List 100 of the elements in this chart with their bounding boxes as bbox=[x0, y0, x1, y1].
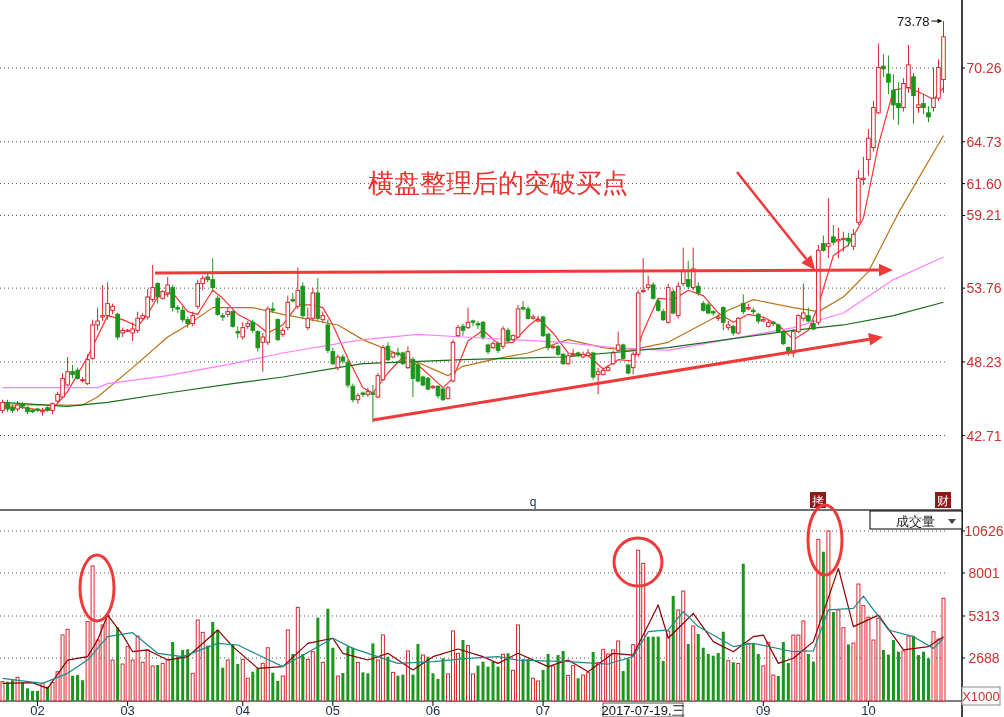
bar bbox=[116, 627, 120, 701]
bar bbox=[461, 640, 465, 701]
bar bbox=[531, 677, 536, 702]
bar bbox=[335, 675, 340, 702]
bar bbox=[541, 669, 545, 701]
bar bbox=[276, 681, 280, 701]
bar bbox=[386, 656, 390, 701]
y-tick-label: 5313 bbox=[968, 607, 1000, 624]
bar bbox=[351, 647, 355, 701]
bar bbox=[921, 651, 925, 701]
bar bbox=[441, 658, 445, 701]
bar bbox=[886, 654, 890, 701]
bar bbox=[651, 636, 655, 701]
bar bbox=[11, 680, 15, 701]
bar bbox=[561, 650, 565, 701]
annotation: 成交量 bbox=[895, 514, 935, 529]
bar bbox=[646, 636, 650, 701]
bar bbox=[486, 666, 490, 701]
bar bbox=[265, 647, 270, 702]
bar bbox=[156, 665, 160, 701]
bar bbox=[291, 653, 295, 701]
bar bbox=[251, 671, 255, 701]
x-tick-label: 09 bbox=[756, 703, 771, 717]
bar bbox=[271, 672, 275, 701]
bar bbox=[236, 664, 240, 701]
bar bbox=[896, 651, 900, 701]
bar bbox=[346, 646, 350, 701]
line-series bbox=[1, 256, 945, 389]
bar bbox=[310, 651, 315, 702]
bar bbox=[6, 681, 10, 701]
bar bbox=[701, 647, 705, 701]
bar bbox=[320, 661, 325, 702]
bar bbox=[556, 655, 560, 701]
bar bbox=[521, 659, 525, 701]
bar bbox=[390, 671, 395, 702]
bar bbox=[26, 688, 30, 701]
bar bbox=[786, 663, 790, 701]
annotation: 73.78 bbox=[896, 14, 930, 30]
bar bbox=[426, 656, 430, 701]
bar bbox=[206, 645, 210, 701]
bar bbox=[405, 650, 410, 702]
bar bbox=[225, 659, 230, 702]
bar bbox=[691, 625, 696, 702]
bar bbox=[436, 678, 440, 701]
line-series bbox=[1, 567, 945, 689]
bar bbox=[176, 656, 180, 701]
bar bbox=[380, 634, 385, 702]
bar bbox=[706, 653, 710, 701]
y-tick-label: 48.23 bbox=[966, 353, 1002, 370]
x-tick-label: 06 bbox=[425, 703, 441, 717]
bar bbox=[756, 653, 760, 701]
bar bbox=[165, 658, 170, 702]
bar bbox=[671, 596, 675, 701]
x-tick-label: 10 bbox=[861, 703, 876, 717]
bar bbox=[811, 661, 815, 701]
bar bbox=[76, 674, 80, 701]
bar bbox=[916, 655, 920, 701]
bar bbox=[216, 629, 220, 701]
bar bbox=[831, 612, 835, 701]
bar bbox=[661, 661, 665, 701]
bar bbox=[751, 644, 755, 701]
bar bbox=[926, 658, 930, 701]
bar bbox=[581, 674, 586, 702]
bar bbox=[501, 653, 506, 702]
bar bbox=[491, 661, 495, 701]
bar bbox=[71, 675, 75, 701]
bar bbox=[546, 653, 550, 701]
bar bbox=[371, 643, 375, 701]
bar bbox=[526, 659, 530, 701]
bar bbox=[401, 674, 405, 701]
x-tick-label: 02 bbox=[30, 703, 45, 717]
bar bbox=[806, 653, 810, 701]
bar bbox=[181, 649, 185, 701]
bar bbox=[741, 563, 745, 701]
bar bbox=[411, 674, 415, 701]
bar bbox=[911, 635, 915, 701]
bar bbox=[891, 640, 895, 701]
bar bbox=[81, 680, 85, 701]
bar bbox=[506, 653, 510, 701]
bar bbox=[231, 644, 235, 701]
y-tick-label: 53.76 bbox=[966, 280, 1002, 297]
bar bbox=[301, 653, 305, 701]
bar bbox=[331, 647, 335, 701]
bar bbox=[711, 655, 715, 701]
y-tick-label: 61.60 bbox=[966, 175, 1002, 192]
line-series bbox=[1, 595, 945, 684]
bar bbox=[285, 629, 290, 702]
bar bbox=[726, 660, 731, 702]
bar bbox=[576, 678, 580, 701]
bar bbox=[816, 538, 821, 702]
bar bbox=[496, 666, 500, 701]
bar bbox=[736, 662, 741, 702]
bar bbox=[666, 630, 671, 702]
x-tick-label: 03 bbox=[120, 703, 135, 717]
bar bbox=[481, 661, 485, 701]
bar bbox=[186, 649, 190, 701]
bar bbox=[171, 641, 175, 701]
bar bbox=[211, 621, 215, 701]
x-tick-label: 04 bbox=[235, 703, 250, 717]
y-tick-label: 2688 bbox=[968, 649, 1000, 666]
